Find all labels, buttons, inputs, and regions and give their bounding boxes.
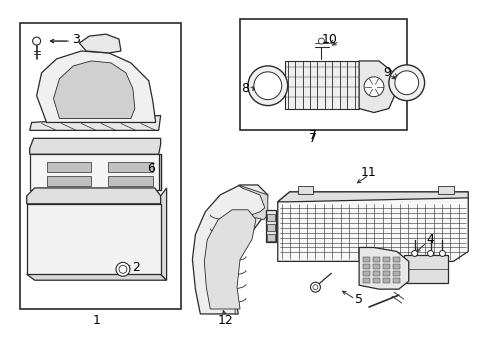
Bar bbox=[240, 19, 407, 130]
Text: 9: 9 bbox=[383, 66, 391, 79]
Circle shape bbox=[254, 72, 282, 100]
Polygon shape bbox=[404, 255, 448, 283]
Text: 7: 7 bbox=[310, 129, 318, 142]
Polygon shape bbox=[204, 210, 256, 309]
Circle shape bbox=[428, 251, 434, 256]
Text: 11: 11 bbox=[361, 166, 377, 179]
Bar bbox=[267, 214, 275, 221]
Bar bbox=[393, 257, 400, 262]
Polygon shape bbox=[359, 61, 397, 113]
Polygon shape bbox=[30, 154, 161, 190]
Bar bbox=[47, 176, 91, 186]
Bar bbox=[373, 257, 380, 262]
Polygon shape bbox=[26, 188, 161, 204]
Circle shape bbox=[318, 38, 324, 44]
Bar bbox=[20, 23, 180, 309]
Text: 10: 10 bbox=[321, 33, 337, 46]
Circle shape bbox=[119, 265, 127, 273]
Bar bbox=[47, 162, 91, 172]
Polygon shape bbox=[37, 51, 156, 122]
Bar bbox=[393, 278, 400, 283]
Polygon shape bbox=[79, 34, 121, 53]
Bar bbox=[285, 61, 359, 109]
Polygon shape bbox=[278, 192, 468, 261]
Polygon shape bbox=[278, 192, 468, 202]
Polygon shape bbox=[193, 185, 268, 314]
Polygon shape bbox=[53, 61, 135, 118]
Circle shape bbox=[389, 65, 425, 100]
Bar bbox=[363, 257, 370, 262]
Polygon shape bbox=[161, 188, 167, 280]
Circle shape bbox=[395, 71, 418, 95]
Polygon shape bbox=[30, 138, 161, 154]
Polygon shape bbox=[30, 116, 161, 130]
Circle shape bbox=[116, 262, 130, 276]
Polygon shape bbox=[266, 210, 276, 242]
Circle shape bbox=[313, 285, 318, 290]
Circle shape bbox=[364, 77, 384, 96]
Bar bbox=[373, 264, 380, 269]
Bar bbox=[383, 271, 390, 276]
Bar bbox=[267, 224, 275, 231]
Bar bbox=[108, 176, 153, 186]
Circle shape bbox=[412, 251, 417, 256]
Polygon shape bbox=[159, 154, 161, 190]
Bar bbox=[383, 278, 390, 283]
Text: 3: 3 bbox=[73, 33, 80, 46]
Circle shape bbox=[311, 282, 320, 292]
Text: 4: 4 bbox=[427, 233, 435, 246]
Bar bbox=[439, 186, 454, 194]
Polygon shape bbox=[359, 247, 409, 289]
Bar bbox=[383, 257, 390, 262]
Bar bbox=[108, 162, 153, 172]
Text: 2: 2 bbox=[132, 261, 140, 274]
Bar bbox=[373, 278, 380, 283]
Bar bbox=[363, 271, 370, 276]
Bar bbox=[363, 278, 370, 283]
Bar bbox=[393, 264, 400, 269]
Bar bbox=[373, 271, 380, 276]
Bar bbox=[393, 271, 400, 276]
Circle shape bbox=[440, 251, 445, 256]
Text: 1: 1 bbox=[92, 314, 100, 327]
Text: 12: 12 bbox=[217, 314, 233, 327]
Polygon shape bbox=[26, 274, 167, 280]
Text: 8: 8 bbox=[241, 82, 249, 95]
Circle shape bbox=[33, 37, 41, 45]
Bar bbox=[267, 234, 275, 240]
Text: 6: 6 bbox=[147, 162, 155, 175]
Bar bbox=[297, 186, 314, 194]
Text: 7: 7 bbox=[310, 132, 318, 145]
Bar bbox=[383, 264, 390, 269]
Text: 5: 5 bbox=[355, 293, 363, 306]
Polygon shape bbox=[235, 185, 268, 314]
Circle shape bbox=[248, 66, 288, 105]
Polygon shape bbox=[26, 204, 161, 274]
Bar bbox=[363, 264, 370, 269]
